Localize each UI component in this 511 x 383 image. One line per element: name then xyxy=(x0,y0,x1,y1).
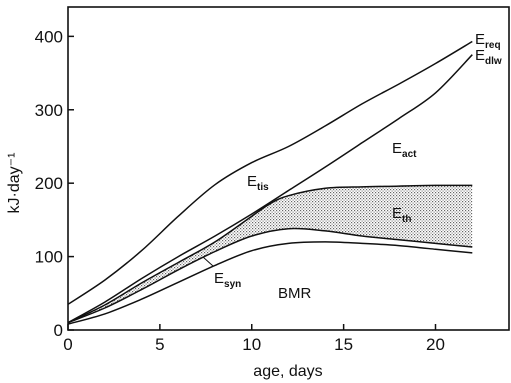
y-axis-label: kJ·day⁻¹ xyxy=(6,153,23,214)
x-axis-label: age, days xyxy=(253,363,322,380)
y-tick-label: 200 xyxy=(35,174,63,193)
annotation-bmr: BMR xyxy=(278,285,312,302)
x-tick-label: 15 xyxy=(334,335,353,354)
series-line-e-dlw xyxy=(67,54,473,324)
annotation-ereq: Ereq xyxy=(475,31,501,51)
annotation-edlw: Edlw xyxy=(475,47,502,67)
annotation-esyn: Esyn xyxy=(214,270,241,290)
x-tick-label: 5 xyxy=(155,335,164,354)
y-tick-label: 0 xyxy=(54,321,63,340)
y-tick-label: 400 xyxy=(35,27,63,46)
x-tick-label: 0 xyxy=(63,335,72,354)
annotation-eact: Eact xyxy=(392,140,417,160)
x-tick-label: 20 xyxy=(426,335,445,354)
annotation-etis: Etis xyxy=(247,173,269,193)
series-line-e-th xyxy=(67,184,473,324)
series-line-bmr xyxy=(67,241,473,325)
series-line-e-syn xyxy=(67,227,473,324)
shaded-region xyxy=(68,185,473,323)
esyn-leader xyxy=(202,256,214,267)
x-axis: 0 5 10 15 20 xyxy=(63,324,445,354)
y-tick-label: 300 xyxy=(35,101,63,120)
plot-frame xyxy=(67,6,510,331)
y-axis: 0 100 200 300 400 xyxy=(35,27,74,340)
annotation-eth: Eth xyxy=(392,205,411,225)
curves xyxy=(67,40,473,325)
y-tick-label: 100 xyxy=(35,248,63,267)
series-line-e-req xyxy=(67,40,473,305)
x-tick-label: 10 xyxy=(242,335,261,354)
